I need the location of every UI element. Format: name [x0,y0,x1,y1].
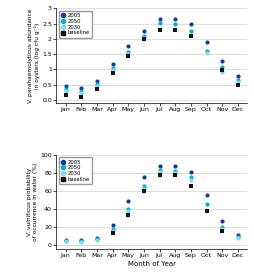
X-axis label: Month of Year: Month of Year [127,261,175,267]
Legend: 2005, 2050, 2030, baseline: 2005, 2050, 2030, baseline [58,157,92,184]
Legend: 2005, 2050, 2030, baseline: 2005, 2050, 2030, baseline [58,11,92,38]
Y-axis label: V. vulnificus probability
of occurrence in water (%): V. vulnificus probability of occurrence … [27,163,38,241]
Y-axis label: V. parahaemolyticus abundance
in oysters (log cfu g⁻¹): V. parahaemolyticus abundance in oysters… [28,8,40,103]
